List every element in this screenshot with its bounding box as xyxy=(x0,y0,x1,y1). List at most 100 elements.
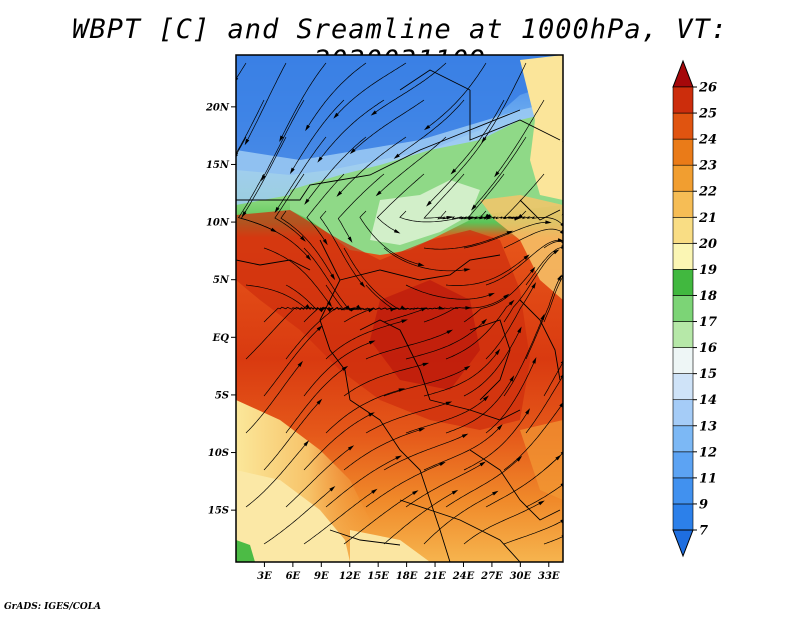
colorbar-segment xyxy=(672,190,694,218)
streamline xyxy=(405,284,492,300)
streamline xyxy=(426,62,487,128)
streamline-arrowhead xyxy=(305,124,311,132)
streamline-arrowhead xyxy=(270,227,278,233)
streamline xyxy=(276,136,327,210)
streamline-arrowhead xyxy=(319,306,326,313)
colorbar-label: 22 xyxy=(698,185,717,200)
mild-belt xyxy=(290,110,563,255)
streamline xyxy=(525,377,563,434)
colorbar-label: 7 xyxy=(699,524,708,539)
streamline-arrowhead xyxy=(557,274,562,281)
streamline xyxy=(496,99,545,175)
lat-label: 5N xyxy=(213,275,230,286)
streamline-arrowhead xyxy=(420,307,428,312)
streamline-arrowhead xyxy=(368,340,376,345)
streamline-arrowhead xyxy=(446,329,454,335)
streamline-arrowhead xyxy=(327,306,334,313)
streamline-arrowhead xyxy=(426,200,432,207)
streamline xyxy=(445,378,513,434)
streamline xyxy=(285,307,349,360)
colorbar-segment xyxy=(672,373,694,401)
streamline xyxy=(405,321,485,360)
streamline xyxy=(423,231,510,250)
streamline xyxy=(543,277,563,323)
streamline-arrowhead xyxy=(540,313,545,321)
streamline-arrowhead xyxy=(484,213,490,220)
northeast-warm xyxy=(520,55,563,200)
streamline-arrowhead xyxy=(583,541,589,546)
colorbar-label: 11 xyxy=(699,471,717,486)
streamline xyxy=(445,302,512,360)
streamline-arrowhead xyxy=(532,357,537,364)
streamline xyxy=(396,99,465,157)
lon-label: 9E xyxy=(314,571,329,582)
streamline xyxy=(263,488,333,545)
southeast-warm xyxy=(520,420,563,500)
streamline xyxy=(343,363,426,397)
streamline xyxy=(485,239,561,286)
streamline xyxy=(263,247,330,305)
streamline-arrowhead xyxy=(303,440,310,447)
streamline xyxy=(376,173,425,233)
streamline-arrowhead xyxy=(580,173,586,179)
lon-label: 24E xyxy=(452,571,475,582)
colorbar-label: 19 xyxy=(699,263,717,278)
streamline xyxy=(303,490,375,545)
streamline xyxy=(337,173,385,240)
streamline-arrowhead xyxy=(445,401,453,406)
streamline-arrowhead xyxy=(326,300,333,308)
streamline-arrowhead xyxy=(244,138,250,146)
streamline-arrowhead xyxy=(523,254,530,260)
streamline-arrowhead xyxy=(316,325,323,331)
streamline-arrowhead xyxy=(333,112,339,119)
credit-text: GrADS: IGES/COLA xyxy=(4,602,102,612)
streamline xyxy=(263,327,320,397)
east-warm xyxy=(480,195,563,300)
streamline-arrowhead xyxy=(241,211,247,218)
colorbar-segment xyxy=(672,477,694,505)
streamline-arrowhead xyxy=(513,217,521,221)
streamline xyxy=(245,306,309,360)
map-frame xyxy=(235,54,564,563)
colorbar-label: 24 xyxy=(698,133,717,148)
streamline-arrowhead xyxy=(393,153,400,159)
streamline-arrowhead xyxy=(336,190,343,197)
streamline-arrowhead xyxy=(517,326,522,334)
streamline xyxy=(503,317,544,397)
streamline xyxy=(343,428,422,471)
lon-label: 21E xyxy=(423,571,446,582)
cool-region xyxy=(236,100,563,205)
streamline-arrowhead xyxy=(401,319,408,324)
streamline-arrowhead xyxy=(509,375,515,382)
colorbar-segment xyxy=(672,321,694,348)
streamline-arrowhead xyxy=(317,156,323,163)
colorbar-label: 26 xyxy=(698,81,717,96)
lon-label: 33E xyxy=(538,571,560,582)
streamline-arrowhead xyxy=(553,249,560,255)
streamline-arrowhead xyxy=(564,354,569,360)
streamline-arrowhead xyxy=(330,273,336,281)
streamline xyxy=(463,269,534,323)
streamline-arrowhead xyxy=(398,388,406,392)
streamline-arrowhead xyxy=(525,408,531,415)
streamline-arrowhead xyxy=(400,305,407,311)
streamline xyxy=(466,173,505,220)
streamline-arrowhead xyxy=(561,245,563,249)
streamline-arrowhead xyxy=(370,110,377,116)
colorbar-segment xyxy=(672,243,694,270)
streamline-arrowhead xyxy=(492,490,499,496)
streamline xyxy=(423,351,499,397)
streamline-arrowhead xyxy=(497,424,503,431)
streamline-arrowhead xyxy=(367,308,375,313)
colorbar-label: 14 xyxy=(699,393,717,408)
streamline xyxy=(306,136,367,202)
streamline-arrowhead xyxy=(557,238,563,242)
streamline-arrowhead xyxy=(375,190,382,197)
colorbar-label: 16 xyxy=(699,341,717,356)
streamline xyxy=(453,99,505,172)
streamline-arrowhead xyxy=(583,391,589,397)
streamline xyxy=(445,256,527,286)
lat-label: 5S xyxy=(215,390,229,401)
streamline xyxy=(303,341,372,397)
